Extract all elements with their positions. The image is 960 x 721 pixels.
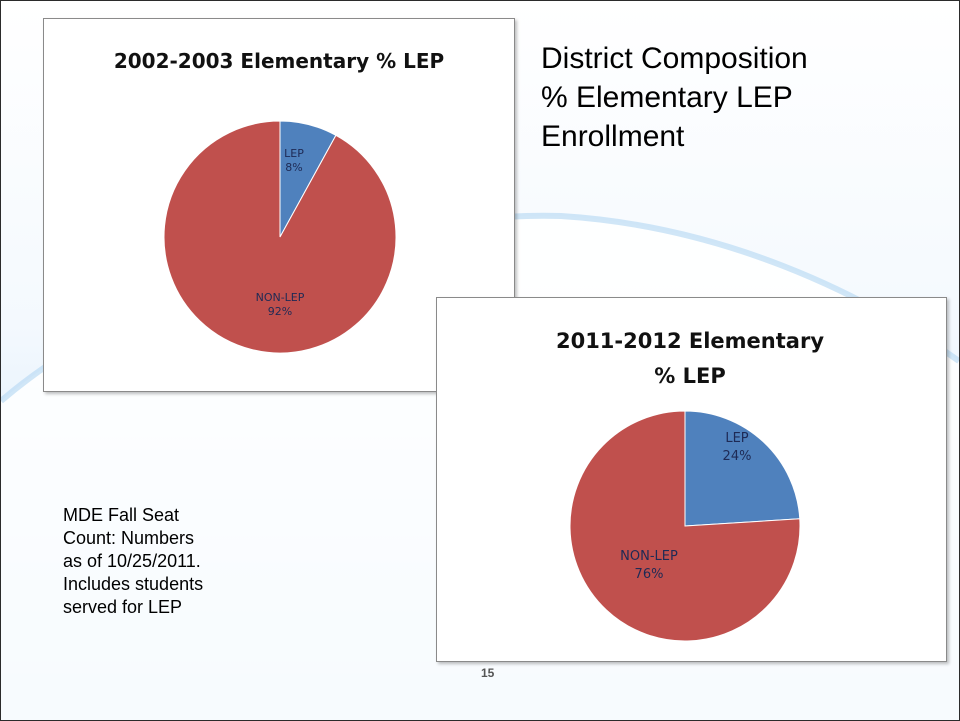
pie-slice-non-lep [569, 410, 801, 642]
slide-title: District Composition % Elementary LEP En… [541, 39, 941, 156]
slide-title-line: District Composition [541, 42, 808, 75]
pie-label-lep: LEP 24% [723, 431, 752, 464]
note-line: as of 10/25/2011. [63, 551, 201, 571]
pie-slice-non-lep [163, 120, 397, 354]
pie-slice-lep [684, 410, 801, 527]
chart-title-line: % LEP [654, 364, 726, 388]
note-line: Count: Numbers [63, 528, 195, 548]
chart-2011-2012: 2011-2012 Elementary % LEP LEP 24% NON-LEP… [436, 297, 947, 662]
slide-title-line: % Elementary LEP [541, 81, 793, 114]
chart-title-line: 2011-2012 Elementary [555, 329, 825, 353]
chart-title: 2002-2003 Elementary % LEP [113, 49, 445, 73]
pie-chart-2002-2003: LEP 8% NON-LEP 92% [163, 120, 397, 354]
slide-title-line: Enrollment [541, 120, 685, 153]
note-line: Includes students [63, 574, 204, 594]
note-line: MDE Fall Seat [63, 505, 180, 525]
pie-label-non-lep: NON-LEP 76% [620, 549, 678, 582]
pie-label-non-lep: NON-LEP 92% [256, 291, 305, 318]
source-note: MDE Fall Seat Count: Numbers as of 10/25… [63, 504, 283, 619]
note-line: served for LEP [63, 597, 183, 617]
pie-chart-2011-2012: LEP 24% NON-LEP 76% [569, 410, 801, 642]
pie-label-lep: LEP 8% [284, 147, 304, 174]
chart-title: 2011-2012 Elementary % LEP [525, 324, 855, 394]
page-number: 15 [481, 666, 495, 680]
